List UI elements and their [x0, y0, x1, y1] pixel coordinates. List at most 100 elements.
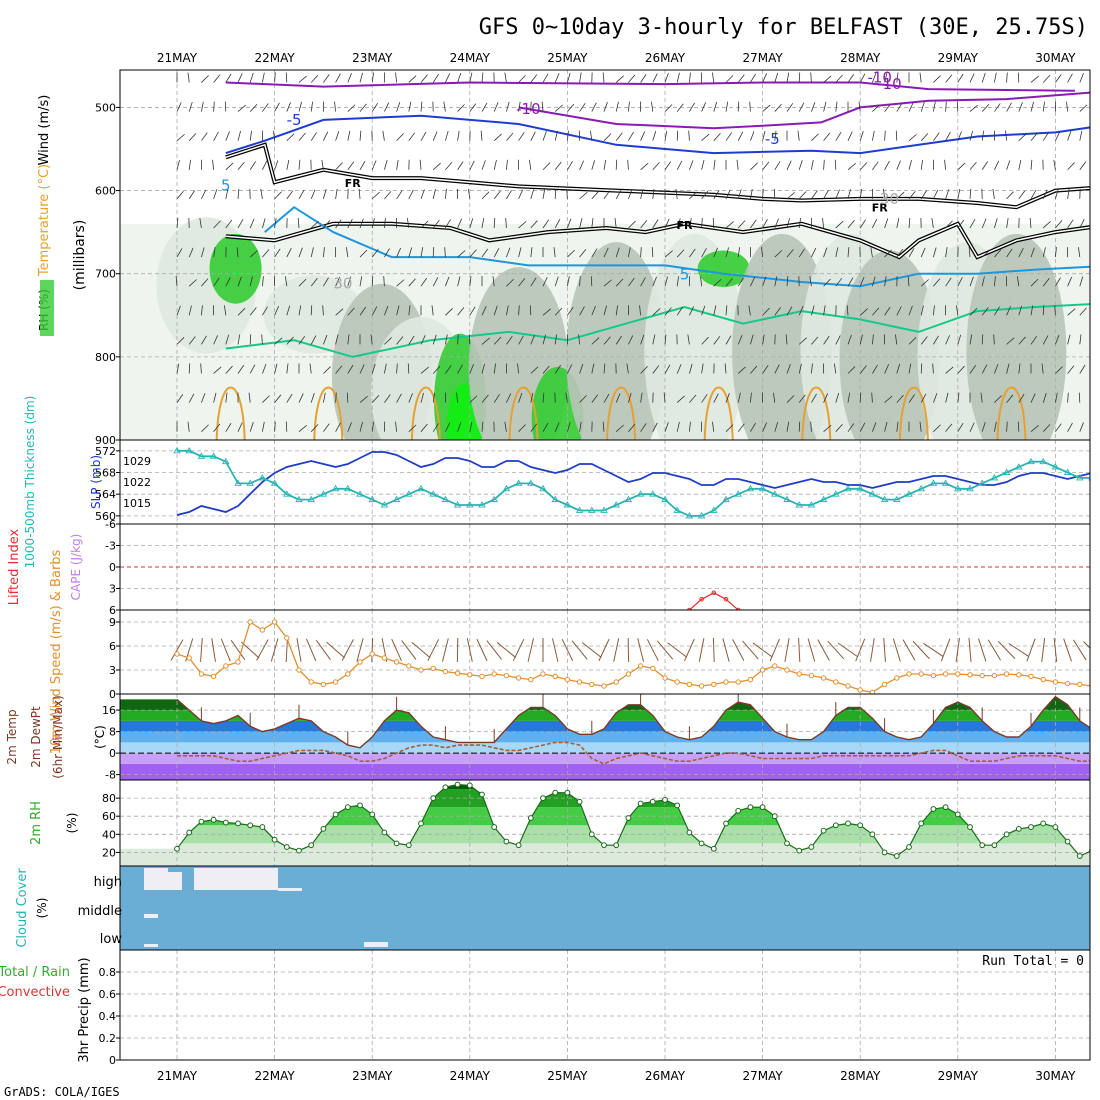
- wind-barb: [335, 162, 343, 171]
- wind-barb: [591, 248, 598, 258]
- wind-barb: [432, 219, 440, 229]
- wind-barb: [1018, 133, 1027, 141]
- wind-barb: [323, 247, 325, 258]
- rh-marker: [820, 827, 827, 834]
- wind-barb: [955, 638, 960, 662]
- wind-barb: [750, 277, 756, 287]
- y-tick-label: 564: [95, 488, 116, 501]
- wind-barb: [640, 277, 646, 287]
- thickness-marker: [563, 501, 572, 508]
- wind-barb: [945, 131, 951, 141]
- lifted-index-marker: [723, 596, 729, 602]
- wind-barb: [933, 305, 935, 316]
- wind-barb: [493, 336, 502, 345]
- thickness-marker: [344, 484, 352, 492]
- wind-barb: [567, 72, 571, 83]
- high-cloud-gap: [278, 888, 302, 891]
- wind-barb: [432, 162, 441, 171]
- wind-barb: [652, 219, 659, 229]
- rh-marker: [515, 842, 522, 849]
- wind-barb: [603, 159, 607, 170]
- wind-barb: [420, 392, 424, 403]
- temperature-contour: [225, 81, 1075, 92]
- top-date-label: 30MAY: [1035, 51, 1076, 65]
- thickness-marker: [392, 495, 401, 503]
- wind-barb: [382, 130, 385, 141]
- wind-speed-marker: [210, 673, 217, 680]
- wind-barb: [908, 102, 914, 112]
- wind-barb: [506, 190, 512, 200]
- temperature-line: [176, 695, 1090, 749]
- wind-barb: [896, 102, 903, 112]
- wind-barb: [249, 422, 254, 432]
- wind-barb: [713, 393, 719, 403]
- rh-marker: [869, 831, 876, 838]
- wind-barb: [1018, 102, 1023, 112]
- rh-marker: [1003, 831, 1010, 838]
- wind-barb: [486, 640, 502, 660]
- wind-barb: [542, 162, 551, 171]
- wind-barb: [614, 218, 617, 229]
- bottom-date-label: 23MAY: [352, 1069, 393, 1083]
- wind-barb: [306, 638, 317, 662]
- wind-barb: [969, 219, 976, 229]
- wind-barb: [567, 306, 574, 316]
- lifted-index-line: [689, 592, 739, 610]
- wind-barb: [1079, 73, 1084, 83]
- wind-barb: [220, 638, 231, 662]
- wind-barb: [724, 363, 727, 374]
- wind-barb: [908, 160, 912, 170]
- wind-barb: [1092, 422, 1095, 432]
- wind-speed-marker: [784, 667, 790, 673]
- wind-barb: [176, 337, 185, 345]
- wind-barb: [322, 305, 324, 316]
- wind-barb: [992, 188, 995, 199]
- wind-speed-marker: [772, 663, 778, 669]
- wind-barb: [408, 393, 413, 403]
- wind-barb: [296, 638, 302, 662]
- wind-speed-marker: [552, 673, 558, 680]
- wind-barb: [664, 364, 671, 374]
- thickness-marker: [868, 490, 877, 497]
- wind-barb: [615, 247, 620, 258]
- wind-legend-label: Wind (m/s): [37, 95, 52, 166]
- wind-barb: [884, 364, 890, 374]
- y-tick-label: 568: [95, 467, 116, 480]
- y-tick-label: 0.2: [99, 1032, 117, 1045]
- wind-barb: [750, 131, 755, 141]
- wind-barb: [469, 249, 477, 258]
- wind-barb: [518, 189, 524, 200]
- wind-barb: [530, 220, 538, 229]
- wind-barb: [737, 366, 746, 374]
- wind-barb: [761, 247, 763, 258]
- wind-barb: [323, 189, 327, 199]
- wind-barb: [664, 334, 667, 345]
- wind-barb: [798, 337, 807, 345]
- wind-barb: [298, 393, 304, 403]
- wind-barb: [811, 190, 818, 200]
- wind-barb: [1042, 132, 1049, 141]
- wind-barb: [664, 250, 673, 258]
- wind-speed-marker: [686, 681, 693, 688]
- wind-barb: [469, 306, 476, 316]
- wind-barb: [445, 365, 452, 374]
- wind-barb: [859, 131, 864, 141]
- wind-barb: [591, 337, 600, 345]
- wind-barb: [957, 219, 965, 229]
- thickness-marker: [270, 479, 279, 486]
- wind-barb: [1092, 219, 1095, 228]
- wind-barb: [835, 189, 840, 200]
- wind-barb: [1067, 365, 1075, 374]
- wind-barb: [1042, 74, 1051, 83]
- wind-speed-marker: [186, 655, 192, 661]
- rh-marker: [808, 844, 815, 850]
- wind-speed-marker: [1016, 672, 1022, 678]
- rh-marker: [930, 806, 937, 812]
- wind-barb: [518, 335, 524, 345]
- wind-barb: [920, 101, 925, 112]
- wind-barb: [895, 334, 898, 345]
- wind-barb: [298, 335, 306, 345]
- wind-barb: [798, 72, 801, 83]
- temperature-contour: [518, 91, 1090, 130]
- wind-barb: [420, 189, 425, 200]
